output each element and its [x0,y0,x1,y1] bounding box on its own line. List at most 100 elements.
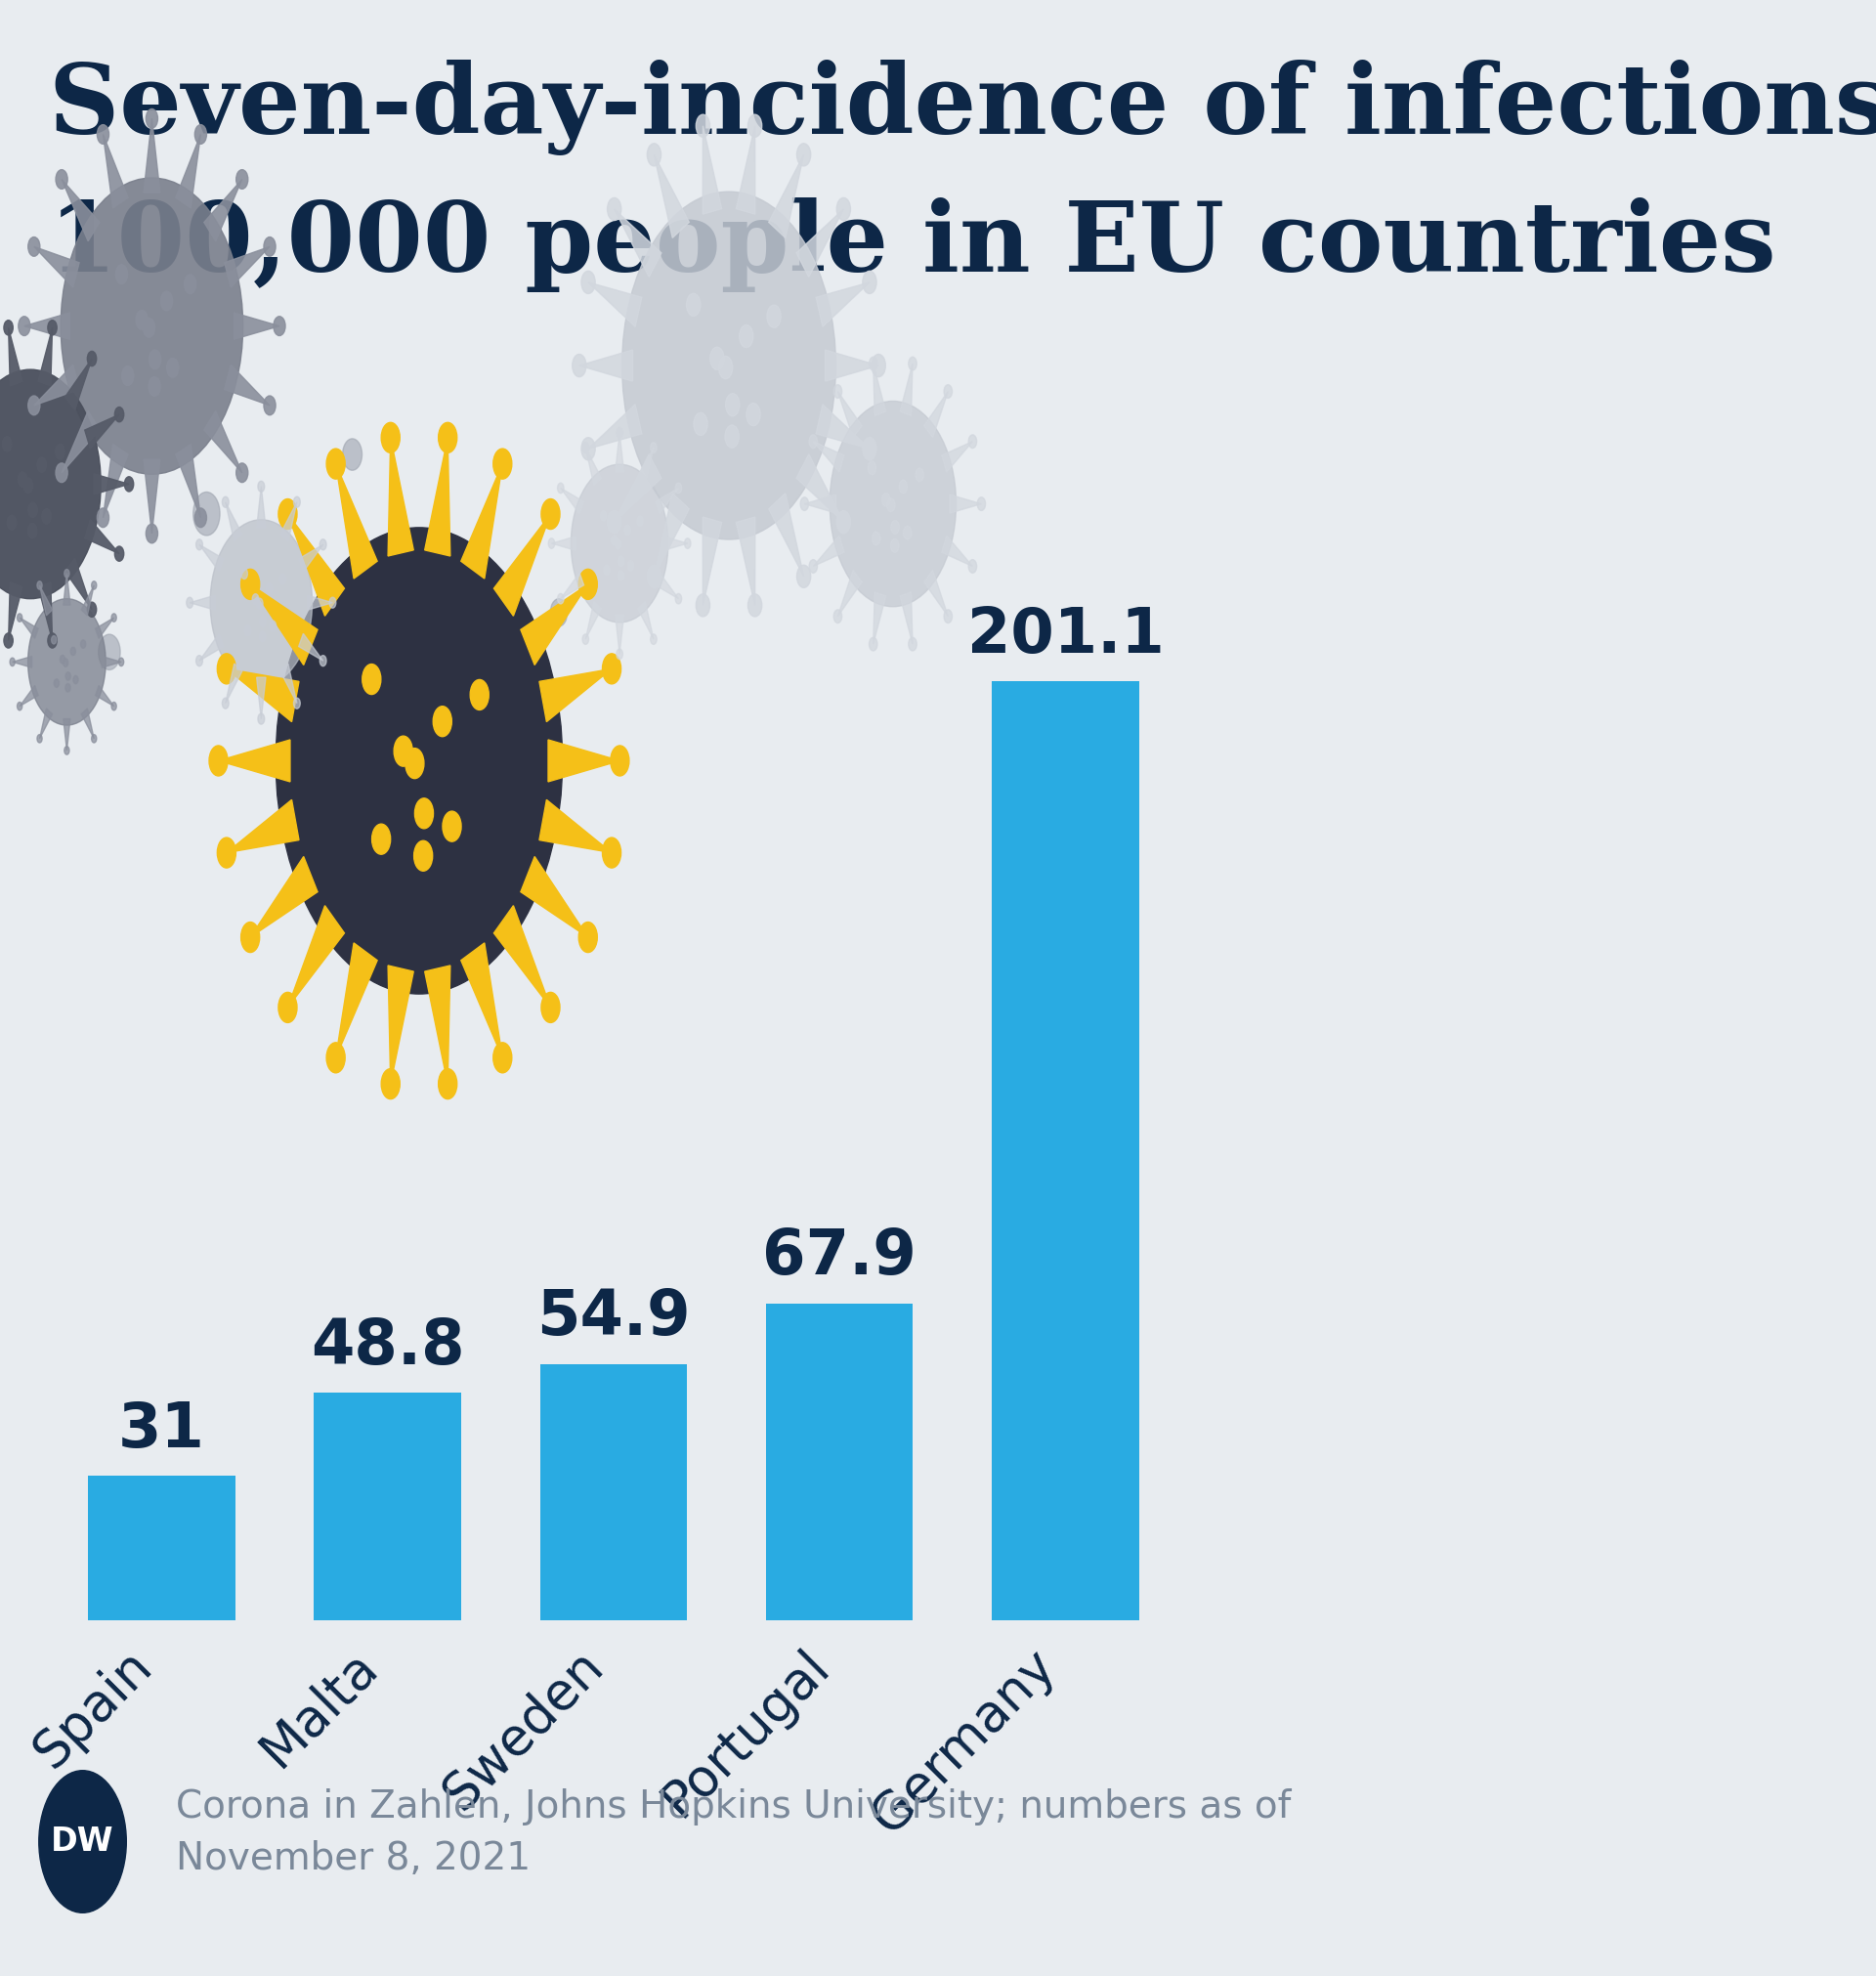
Circle shape [968,559,977,573]
Circle shape [38,456,47,472]
Circle shape [915,468,923,482]
Circle shape [891,520,899,534]
Polygon shape [812,535,844,567]
Polygon shape [812,441,844,472]
Circle shape [647,144,660,166]
Circle shape [184,275,197,294]
Polygon shape [218,739,291,782]
Circle shape [394,735,413,767]
Polygon shape [805,494,837,514]
Circle shape [829,401,957,607]
Circle shape [114,407,124,423]
Circle shape [54,680,58,688]
Polygon shape [103,134,128,207]
Polygon shape [81,585,94,615]
Circle shape [797,565,810,587]
Circle shape [56,462,68,482]
Polygon shape [538,800,612,854]
Circle shape [38,581,41,589]
Circle shape [542,498,559,530]
Polygon shape [561,488,583,514]
Circle shape [439,1069,458,1099]
Circle shape [28,599,105,725]
Circle shape [210,520,311,686]
Polygon shape [84,415,120,449]
Circle shape [135,310,148,330]
Polygon shape [816,283,870,326]
Polygon shape [613,454,662,522]
Circle shape [443,812,461,842]
Circle shape [114,545,124,561]
Circle shape [600,510,606,522]
Text: 201.1: 201.1 [966,605,1163,666]
Circle shape [111,615,116,622]
Circle shape [739,324,754,348]
Polygon shape [298,634,323,660]
Polygon shape [561,573,583,599]
Circle shape [433,705,452,737]
Text: DW: DW [51,1826,114,1857]
Text: 48.8: 48.8 [311,1316,465,1377]
Circle shape [899,480,908,494]
Circle shape [88,352,96,366]
Circle shape [195,539,203,549]
Circle shape [8,516,17,530]
Circle shape [47,320,56,336]
Circle shape [711,348,724,370]
Text: Malta: Malta [251,1640,388,1776]
Circle shape [278,498,296,530]
Circle shape [694,413,707,435]
Polygon shape [735,518,756,605]
Polygon shape [493,514,550,617]
Polygon shape [538,668,612,721]
Circle shape [343,439,362,470]
Circle shape [415,798,433,828]
Circle shape [749,115,762,136]
Polygon shape [19,618,38,638]
Polygon shape [8,328,23,385]
Circle shape [98,634,120,670]
Polygon shape [227,800,298,854]
Polygon shape [64,573,69,605]
Circle shape [244,624,251,636]
Circle shape [17,615,23,622]
Circle shape [9,658,15,666]
Circle shape [837,198,850,221]
Circle shape [602,838,621,867]
Polygon shape [825,350,878,381]
Polygon shape [461,464,503,579]
Circle shape [92,735,96,743]
Polygon shape [585,449,602,486]
Circle shape [326,449,345,478]
Circle shape [625,526,630,535]
Circle shape [146,524,158,543]
Circle shape [719,356,732,379]
Circle shape [944,611,953,622]
Circle shape [81,640,86,648]
Polygon shape [872,364,885,415]
Polygon shape [225,502,242,541]
Polygon shape [280,664,296,703]
Circle shape [362,664,381,694]
Polygon shape [655,154,688,237]
Circle shape [122,366,133,385]
Circle shape [240,569,248,579]
Circle shape [208,745,227,777]
Circle shape [257,713,265,725]
Circle shape [66,684,71,692]
Circle shape [265,395,276,415]
Circle shape [612,535,617,545]
Circle shape [60,656,66,664]
Circle shape [767,304,780,328]
Circle shape [88,603,96,617]
Polygon shape [234,312,280,340]
Circle shape [615,539,621,549]
Circle shape [381,1069,400,1099]
Circle shape [71,648,75,656]
Polygon shape [103,445,128,518]
Polygon shape [39,585,53,615]
Polygon shape [522,585,587,666]
Polygon shape [580,350,632,381]
Text: Portugal: Portugal [653,1640,839,1828]
Circle shape [837,510,850,534]
